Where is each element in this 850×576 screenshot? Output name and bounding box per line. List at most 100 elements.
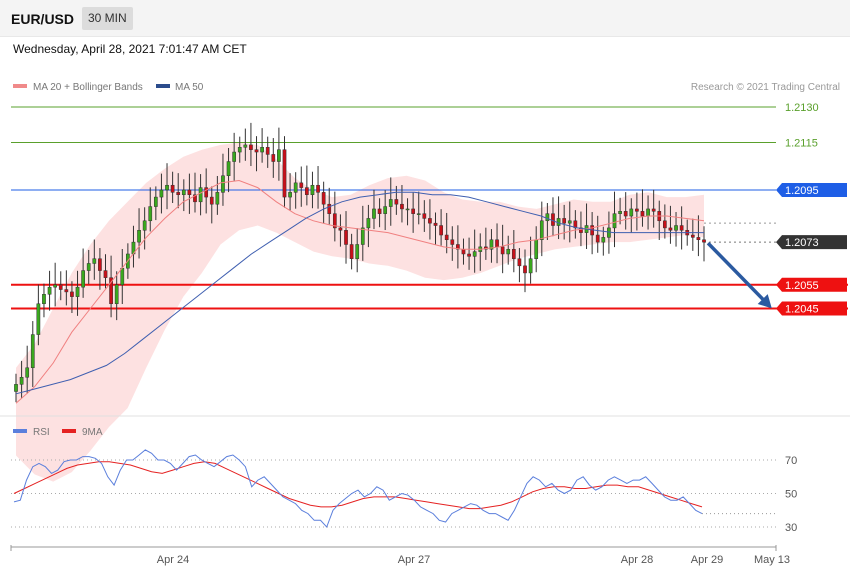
candle-body xyxy=(137,230,141,243)
candle-body xyxy=(618,211,622,214)
price-tag-3: 1.2073 xyxy=(776,235,847,250)
candle-body xyxy=(92,258,97,264)
candle-body xyxy=(629,208,634,217)
candle-body xyxy=(511,248,516,259)
copyright-label: Research © 2021 Trading Central xyxy=(691,82,840,93)
candle-body xyxy=(416,213,421,215)
price-tag-0: 1.2130 xyxy=(785,102,819,114)
price-tag-text: 1.2073 xyxy=(785,237,819,249)
candle-body xyxy=(623,211,628,217)
candle-body xyxy=(344,230,348,245)
x-axis-label: May 13 xyxy=(754,554,790,566)
candle-body xyxy=(265,147,270,155)
candle-body xyxy=(42,294,46,305)
bollinger-band xyxy=(16,142,704,482)
candle-body xyxy=(696,237,701,241)
candle-body xyxy=(500,246,505,255)
candle-body xyxy=(444,234,449,241)
timeframe-button[interactable]: 30 MIN xyxy=(82,7,133,30)
candle-body xyxy=(165,184,169,191)
ma50-line xyxy=(15,191,704,395)
candle-body xyxy=(86,263,91,271)
rsi-level-label: 30 xyxy=(785,522,797,534)
price-tag-text: 1.2045 xyxy=(785,304,819,316)
candle-body xyxy=(422,213,427,219)
datetime-label: Wednesday, April 28, 2021 7:01:47 AM CET xyxy=(13,42,247,56)
candle-body xyxy=(260,147,264,153)
candle-body xyxy=(58,284,63,290)
candle-body xyxy=(690,234,695,238)
price-level-tags: 1.2130 1.2115 1.2095 1.2073 1.2055 1.2045 xyxy=(776,102,847,316)
candle-body xyxy=(75,286,80,297)
x-axis-label: Apr 29 xyxy=(691,554,723,566)
ma20-swatch xyxy=(13,84,27,88)
symbol-label: EUR/USD xyxy=(11,11,75,27)
candle-body xyxy=(461,248,466,255)
candle-body xyxy=(662,220,667,229)
candle-body xyxy=(36,303,41,335)
candle-body xyxy=(153,196,158,207)
candle-body xyxy=(405,208,410,211)
candle-body xyxy=(193,194,197,203)
ma20-legend-label: MA 20 + Bollinger Bands xyxy=(33,82,143,93)
candle-body xyxy=(327,203,332,214)
candle-body xyxy=(439,225,443,236)
candle-body xyxy=(668,227,673,231)
rsi-line xyxy=(13,449,703,528)
x-axis-labels: Apr 24 Apr 27 Apr 28 Apr 29 May 13 xyxy=(157,554,790,566)
candle-body xyxy=(221,175,225,193)
candle-body xyxy=(243,144,248,148)
candle-body xyxy=(383,206,388,214)
candle-body xyxy=(388,199,393,207)
candle-body xyxy=(30,334,35,369)
candle-body xyxy=(567,220,572,224)
price-tag-1: 1.2115 xyxy=(785,138,818,150)
candle-body xyxy=(366,218,371,229)
candle-body xyxy=(489,239,494,250)
candle-body xyxy=(249,144,253,150)
candle-body xyxy=(377,208,382,214)
rsi-gridlines: 70 50 30 xyxy=(11,455,797,534)
candle-body xyxy=(534,239,539,259)
candle-body xyxy=(332,213,337,229)
candle-body xyxy=(506,248,511,255)
candle-body xyxy=(316,184,320,193)
candle-body xyxy=(25,367,30,378)
candle-body xyxy=(428,218,432,224)
candle-body xyxy=(562,218,567,224)
candle-body xyxy=(159,189,164,198)
candle-body xyxy=(495,239,499,248)
rsi-ma-legend-label: 9MA xyxy=(82,427,103,438)
candle-body xyxy=(198,187,203,203)
candle-body xyxy=(237,147,242,153)
ma50-swatch xyxy=(156,84,170,88)
forecast-arrow xyxy=(706,241,772,309)
candle-body xyxy=(360,227,365,245)
x-axis-label: Apr 24 xyxy=(157,554,189,566)
candle-body xyxy=(226,161,231,176)
candle-body xyxy=(635,208,639,212)
candle-body xyxy=(539,220,544,241)
price-tag-4: 1.2055 xyxy=(776,277,847,292)
candle-body xyxy=(187,189,192,195)
candle-body xyxy=(674,225,678,231)
x-axis-label: Apr 27 xyxy=(398,554,430,566)
candle-body xyxy=(651,208,656,212)
candle-body xyxy=(293,182,298,193)
candle-body xyxy=(640,211,645,217)
candle-body xyxy=(355,244,360,259)
ma50-legend-label: MA 50 xyxy=(175,82,204,93)
candle-body xyxy=(53,284,58,288)
rsi-legend-label: RSI xyxy=(33,427,50,438)
price-tag-text: 1.2095 xyxy=(785,185,819,197)
candle-body xyxy=(523,265,527,274)
moving-averages xyxy=(15,179,705,404)
candle-body xyxy=(142,220,147,231)
candle-body xyxy=(646,208,650,217)
ma20-line xyxy=(15,179,705,404)
price-tag-bg xyxy=(776,301,847,316)
price-tag-2: 1.2095 xyxy=(776,182,847,197)
candle-body xyxy=(394,199,399,205)
